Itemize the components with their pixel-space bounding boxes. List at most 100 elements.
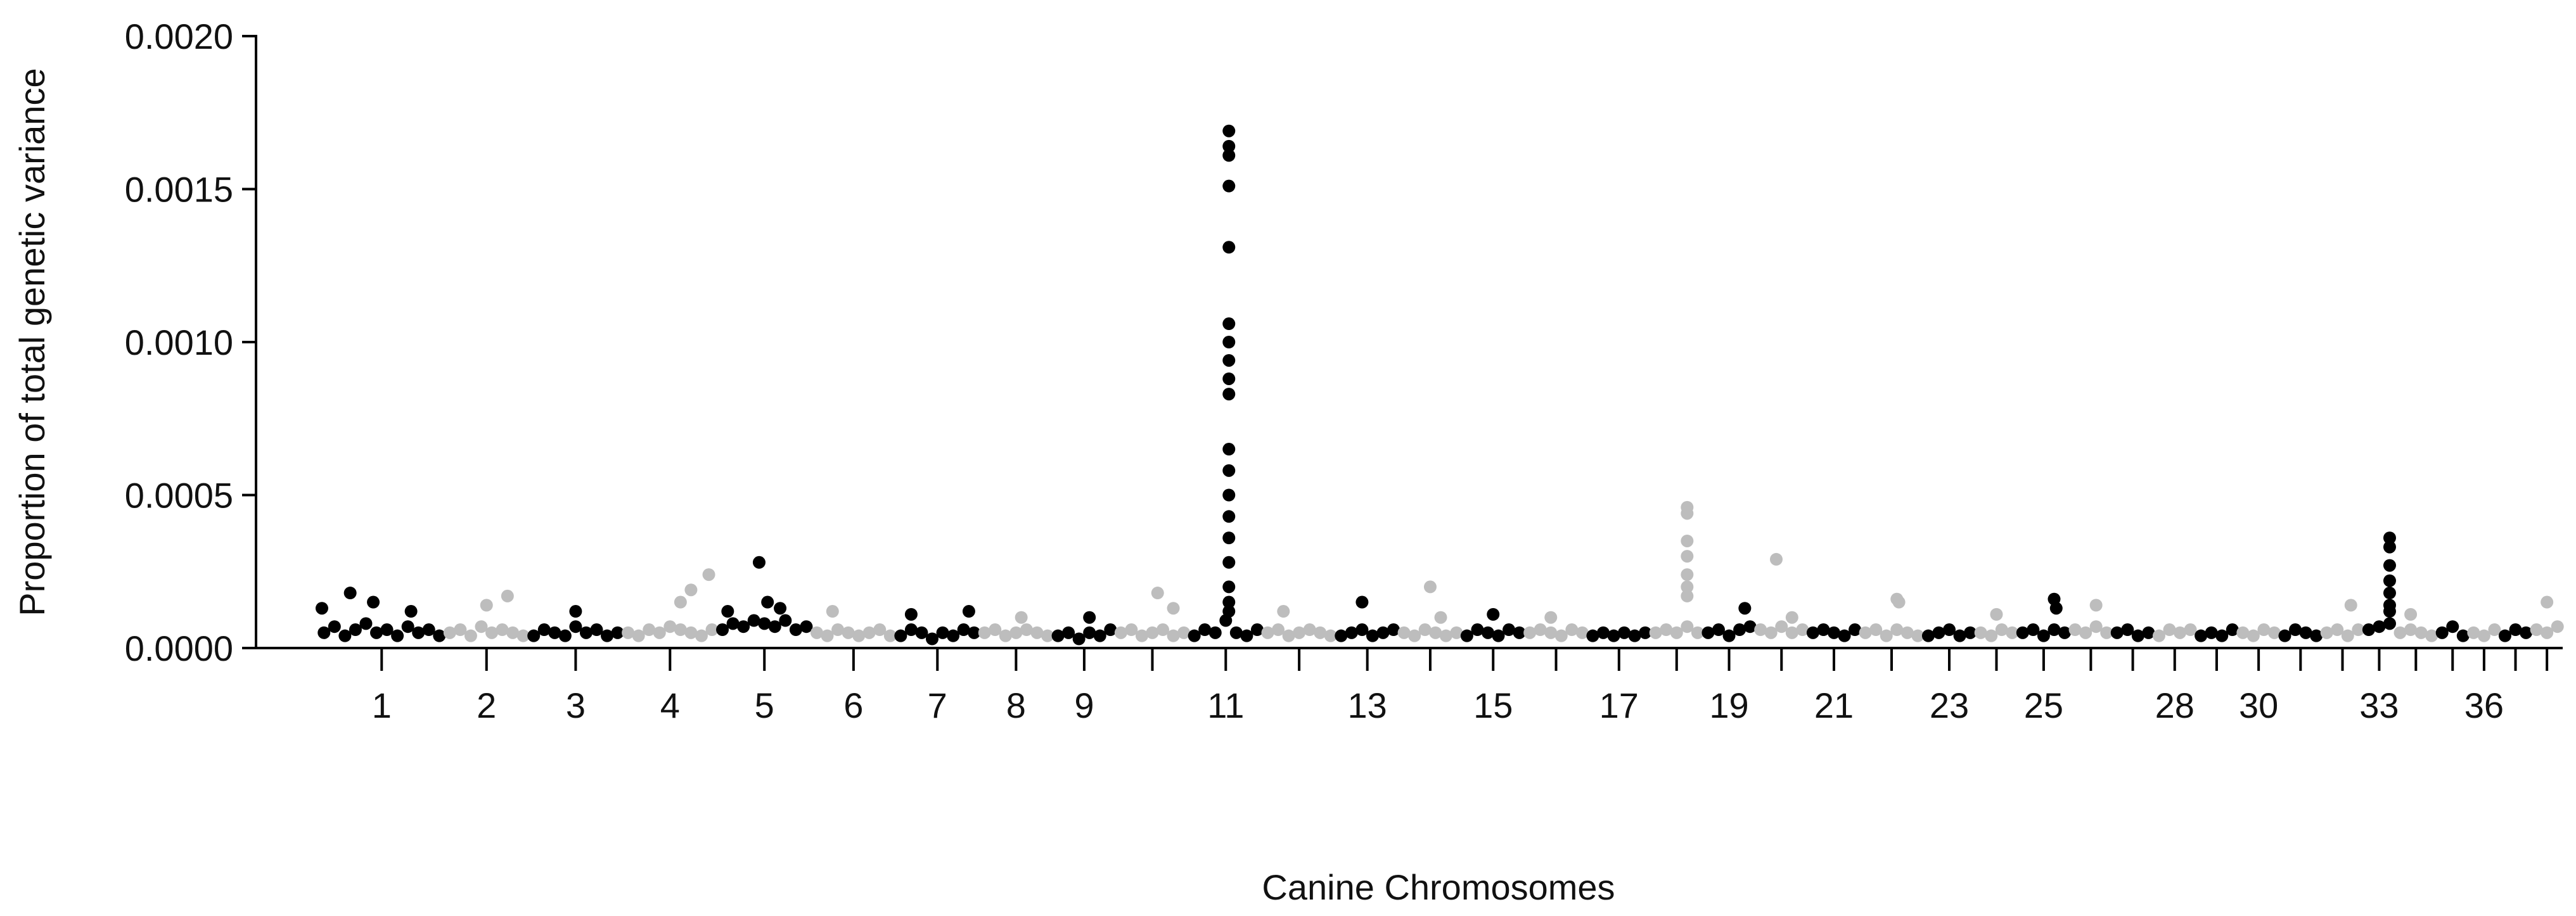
snp-point [315, 602, 328, 615]
snp-point [2446, 620, 2459, 633]
snp-point [1817, 623, 1830, 637]
snp-point [569, 605, 582, 618]
snp-point [338, 629, 352, 642]
snp-point [2236, 626, 2250, 639]
snp-point [1628, 629, 1641, 642]
snp-point [2393, 626, 2407, 639]
snp-point [2404, 623, 2418, 637]
snp-point [548, 626, 561, 639]
snp-point [1554, 629, 1568, 642]
snp-point [1849, 623, 1862, 637]
snp-point [2047, 623, 2061, 637]
snp-point [2163, 623, 2176, 637]
snp-point [2267, 626, 2281, 639]
x-tick-label: 25 [2024, 685, 2063, 725]
snp-point [2362, 623, 2375, 637]
snp-point [1691, 626, 1704, 639]
snp-point [2205, 626, 2218, 639]
snp-point [1222, 531, 1236, 545]
snp-point [2383, 574, 2396, 587]
snp-point [1681, 589, 1694, 602]
x-tick-label: 19 [1709, 685, 1748, 725]
snp-point [2320, 626, 2333, 639]
snp-point [1712, 623, 1725, 637]
snp-point [947, 629, 960, 642]
snp-point [2142, 626, 2155, 639]
snp-point [1429, 626, 1442, 639]
snp-point [789, 623, 802, 637]
snp-point [2174, 626, 2187, 639]
snp-point [1911, 629, 1925, 642]
snp-point [1366, 629, 1379, 642]
snp-point [349, 623, 362, 637]
snp-point [2079, 626, 2092, 639]
snp-point [1293, 626, 1306, 639]
snp-point [1434, 611, 1447, 624]
snp-point [873, 623, 887, 637]
snp-point [695, 629, 708, 642]
snp-point [1397, 626, 1411, 639]
snp-point [1093, 629, 1106, 642]
snp-point [2383, 605, 2396, 618]
snp-point [2089, 620, 2103, 633]
snp-point [391, 629, 404, 642]
snp-point [1222, 139, 1236, 153]
snp-point [537, 623, 551, 637]
x-tick-label: 4 [660, 685, 680, 725]
snp-point [2257, 623, 2271, 637]
snp-point [1151, 587, 1164, 600]
snp-point [1167, 602, 1180, 615]
snp-point [317, 626, 331, 639]
snp-point [1222, 372, 1236, 385]
snp-point [1222, 388, 1236, 401]
snp-point [2488, 623, 2501, 637]
snp-point [1277, 605, 1290, 618]
snp-point [1208, 626, 1222, 639]
snp-point [1188, 629, 1201, 642]
snp-point [1596, 626, 1610, 639]
snp-point [2131, 629, 2144, 642]
snp-point [1701, 626, 1715, 639]
x-tick-label: 36 [2464, 685, 2504, 725]
x-tick-label: 23 [1930, 685, 1969, 725]
snp-point [1869, 623, 1883, 637]
snp-point [1775, 620, 1788, 633]
snp-point [2530, 623, 2543, 637]
y-tick-label: 0.0015 [125, 170, 233, 210]
snp-point [2425, 629, 2438, 642]
snp-point [1649, 626, 1662, 639]
snp-point [1222, 149, 1236, 162]
snp-point [962, 605, 975, 618]
y-tick-label: 0.0000 [125, 628, 233, 668]
x-tick-label: 15 [1473, 685, 1513, 725]
snp-point [622, 626, 635, 639]
snp-point [774, 602, 787, 615]
snp-point [663, 620, 677, 633]
snp-point [2068, 623, 2082, 637]
x-tick-label: 1 [372, 685, 392, 725]
snp-point [915, 626, 928, 639]
snp-point [632, 629, 645, 642]
snp-point [1272, 623, 1285, 637]
snp-point [2226, 623, 2239, 637]
snp-point [433, 629, 446, 642]
y-tick-label: 0.0005 [125, 476, 233, 516]
snp-point [2477, 629, 2490, 642]
snp-point [343, 587, 357, 600]
snp-point [1990, 607, 2003, 621]
snp-point [1575, 626, 1589, 639]
snp-point [2383, 531, 2396, 545]
snp-point [1314, 626, 1327, 639]
snp-point [2246, 629, 2260, 642]
snp-point [1681, 534, 1694, 547]
snp-point [1222, 336, 1236, 348]
snp-point [1387, 623, 1400, 637]
snp-point [831, 623, 845, 637]
snp-point [1222, 605, 1236, 618]
snp-point [737, 620, 750, 633]
snp-point [1769, 552, 1783, 566]
snp-point [1743, 620, 1757, 633]
snp-point [705, 623, 719, 637]
